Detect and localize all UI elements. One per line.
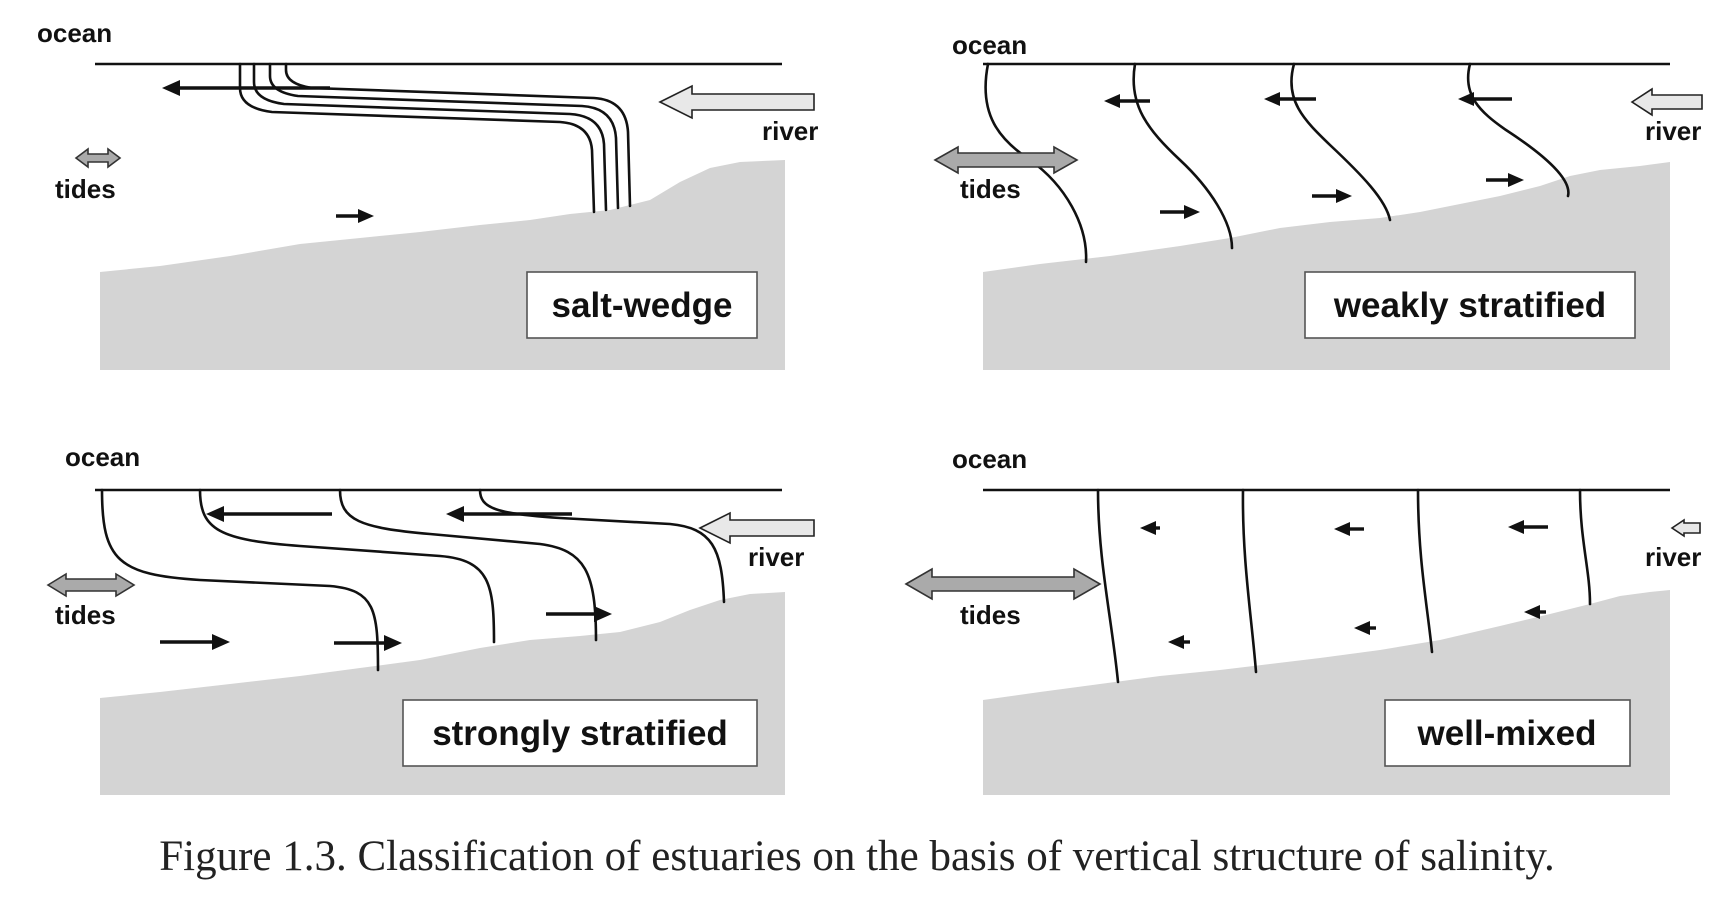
tides-arrow bbox=[904, 567, 1102, 601]
isohalines bbox=[238, 62, 632, 214]
bottom-inflow-arrow bbox=[336, 209, 374, 223]
isohaline-line bbox=[238, 62, 596, 214]
bottom-outflow-arrow bbox=[1354, 621, 1376, 635]
type-label-box bbox=[1384, 699, 1631, 767]
type-label-box bbox=[402, 699, 758, 767]
tides-label: tides bbox=[55, 174, 116, 204]
tides-label: tides bbox=[960, 600, 1021, 630]
ocean-label: ocean bbox=[952, 444, 1027, 474]
ocean-label: ocean bbox=[952, 30, 1027, 60]
isohaline-line bbox=[338, 488, 598, 642]
estuary-type-label: strongly stratified bbox=[432, 714, 728, 753]
isohaline-line bbox=[1241, 488, 1258, 674]
isohaline-line bbox=[1290, 62, 1392, 222]
tides-arrow bbox=[74, 147, 122, 169]
isohaline-line bbox=[478, 488, 726, 604]
estuary-type-label: well-mixed bbox=[1417, 714, 1597, 753]
river-label: river bbox=[762, 116, 818, 146]
bottom-inflow-arrow bbox=[334, 635, 402, 651]
isohalines bbox=[1096, 488, 1592, 684]
surface-outflow-arrow bbox=[1264, 92, 1316, 106]
panel-well-mixed: ocean river tides well-mixed bbox=[904, 444, 1701, 795]
ocean-label: ocean bbox=[65, 442, 140, 472]
river-label: river bbox=[748, 542, 804, 572]
tides-arrow bbox=[933, 145, 1079, 175]
estuary-type-label: salt-wedge bbox=[552, 286, 733, 325]
isohaline-line bbox=[198, 488, 496, 644]
panel-strongly-stratified: ocean river tides strongly stratified bbox=[46, 442, 815, 795]
isohalines bbox=[100, 488, 726, 672]
isohaline-line bbox=[1132, 62, 1234, 250]
isohaline-line bbox=[1578, 488, 1592, 606]
bottom-inflow-arrow bbox=[1160, 205, 1200, 219]
panel-weakly-stratified: ocean river tides bbox=[933, 30, 1703, 370]
ocean-label: ocean bbox=[37, 18, 112, 48]
estuary-type-label: weakly stratified bbox=[1333, 286, 1606, 325]
river-inflow-arrow bbox=[698, 511, 815, 545]
surface-outflow-arrow bbox=[1508, 520, 1548, 534]
figure-caption: Figure 1.3. Classification of estuaries … bbox=[159, 833, 1555, 880]
river-label: river bbox=[1645, 116, 1701, 146]
tides-arrow bbox=[46, 572, 136, 598]
surface-outflow-arrow bbox=[1104, 94, 1150, 108]
type-label-box bbox=[526, 271, 758, 339]
bottom-inflow-arrow bbox=[160, 634, 230, 650]
isohaline-line bbox=[268, 62, 620, 210]
isohaline-line bbox=[284, 62, 632, 208]
bottom-inflow-arrow bbox=[1312, 189, 1352, 203]
isohaline-line bbox=[1466, 62, 1570, 198]
river-inflow-arrow bbox=[658, 84, 815, 120]
surface-outflow-arrow bbox=[1458, 92, 1512, 106]
bottom-inflow-arrow bbox=[1486, 173, 1524, 187]
panel-salt-wedge: ocean river tides salt-wedge bbox=[37, 18, 818, 370]
surface-outflow-arrow bbox=[1140, 521, 1160, 535]
surface-outflow-arrow bbox=[206, 506, 332, 522]
isohaline-line bbox=[1416, 488, 1434, 654]
bottom-outflow-arrow bbox=[1524, 605, 1546, 619]
tides-label: tides bbox=[960, 174, 1021, 204]
bottom-outflow-arrow bbox=[1168, 635, 1190, 649]
type-label-box bbox=[1304, 271, 1636, 339]
isohaline-line bbox=[100, 488, 380, 672]
river-inflow-arrow bbox=[1670, 518, 1701, 538]
river-inflow-arrow bbox=[1630, 87, 1703, 117]
isohaline-line bbox=[1096, 488, 1120, 684]
bottom-inflow-arrow bbox=[546, 606, 612, 622]
river-label: river bbox=[1645, 542, 1701, 572]
surface-outflow-arrow bbox=[162, 80, 330, 96]
tides-label: tides bbox=[55, 600, 116, 630]
surface-outflow-arrow bbox=[1334, 522, 1364, 536]
surface-outflow-arrow bbox=[446, 506, 572, 522]
